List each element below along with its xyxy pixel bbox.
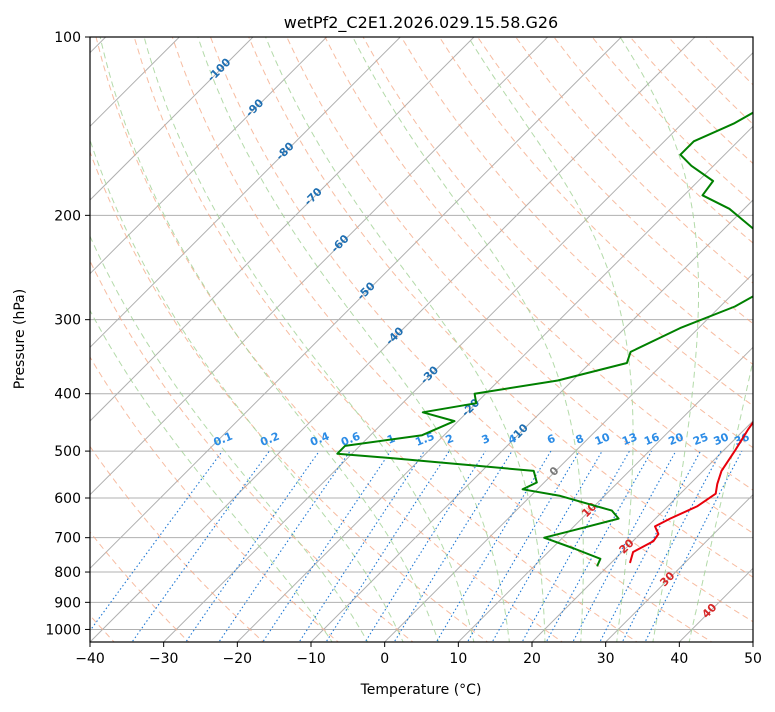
y-tick-label: 400 [54, 387, 81, 403]
y-axis-label: Pressure (hPa) [12, 289, 28, 389]
y-tick-label: 200 [54, 208, 81, 224]
x-tick-label: −40 [75, 651, 105, 667]
y-tick-label: 800 [54, 565, 81, 581]
y-tick-label: 600 [54, 491, 81, 507]
x-axis-label: Temperature (°C) [360, 682, 482, 698]
x-tick-label: −30 [149, 651, 179, 667]
x-tick-label: 10 [449, 651, 467, 667]
x-tick-label: 40 [670, 651, 688, 667]
x-tick-label: 0 [380, 651, 389, 667]
y-tick-label: 1000 [45, 622, 81, 638]
y-tick-label: 300 [54, 313, 81, 329]
y-tick-label: 500 [54, 444, 81, 460]
x-tick-label: 30 [597, 651, 615, 667]
y-tick-label: 900 [54, 595, 81, 611]
x-tick-label: −20 [223, 651, 253, 667]
x-tick-label: 50 [744, 651, 762, 667]
x-tick-label: 20 [523, 651, 541, 667]
chart-title: wetPf2_C2E1.2026.029.15.58.G26 [284, 13, 558, 33]
y-tick-label: 100 [54, 30, 81, 46]
y-tick-label: 700 [54, 531, 81, 547]
x-tick-label: −10 [296, 651, 326, 667]
